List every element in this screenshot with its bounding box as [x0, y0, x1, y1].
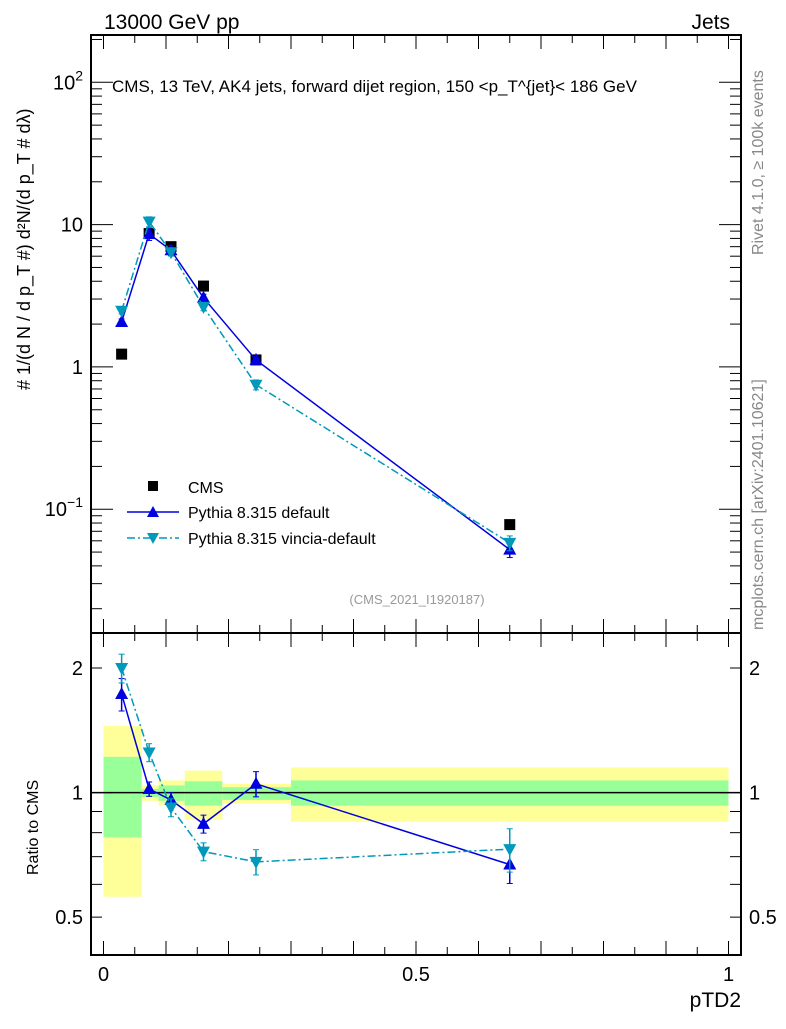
legend-cms-marker — [148, 481, 158, 491]
band-inner-3 — [184, 781, 223, 806]
data-point-vincia — [164, 802, 178, 815]
data-point-default — [249, 352, 263, 365]
x-tick-label: 0.5 — [402, 964, 430, 986]
legend-vincia-marker — [147, 533, 159, 544]
data-point-vincia — [164, 247, 178, 260]
y-tick-label-right: 2 — [749, 658, 760, 680]
y-tick-label-right: 1 — [749, 783, 760, 805]
data-point-vincia — [197, 301, 210, 314]
ratio-panel: 0 0.5 1 0.5 0.5 1 1 2 2 — [55, 632, 777, 986]
y-tick-label-right: 0.5 — [749, 907, 777, 929]
data-point-default — [197, 816, 210, 829]
series-line-vincia — [120, 667, 510, 863]
header-left: 13000 GeV pp — [104, 11, 239, 34]
data-point-vincia — [115, 305, 129, 318]
x-axis-label: pTD2 — [690, 989, 741, 1012]
legend-cms-label: CMS — [188, 480, 224, 497]
legend-vincia-label: Pythia 8.315 vincia-default — [188, 531, 376, 548]
data-point-default — [115, 687, 129, 700]
main-panel: 10−1 1 10 102 — [45, 34, 742, 634]
data-point-vincia — [249, 856, 263, 869]
series-line-default — [120, 232, 511, 551]
y-tick-label: 1 — [72, 357, 83, 379]
y-tick-label: 0.5 — [55, 907, 83, 929]
side-text-top: Rivet 4.1.0, ≥ 100k events — [750, 70, 767, 255]
data-point-default — [197, 290, 210, 303]
band-inner-0 — [103, 756, 142, 838]
y-tick-label: 102 — [53, 67, 83, 94]
data-point-vincia — [115, 662, 129, 675]
data-point-vincia — [142, 216, 156, 229]
side-text-bottom: mcplots.cern.ch [arXiv:2401.10621] — [750, 379, 767, 630]
main-title: CMS, 13 TeV, AK4 jets, forward dijet reg… — [112, 77, 638, 96]
annotation: (CMS_2021_I1920187) — [349, 592, 484, 607]
data-point-default — [142, 782, 156, 795]
series-line-default — [120, 693, 510, 866]
ratio-y-axis-label: Ratio to CMS — [25, 780, 42, 875]
data-point-cms — [116, 348, 128, 360]
header-right: Jets — [691, 11, 730, 34]
data-point-default — [115, 314, 129, 327]
x-tick-label: 1 — [723, 964, 734, 986]
legend: CMS Pythia 8.315 default Pythia 8.315 vi… — [127, 480, 376, 548]
y-tick-label: 10 — [61, 215, 83, 237]
y-tick-label: 10−1 — [45, 494, 83, 521]
data-point-vincia — [142, 747, 156, 760]
data-point-vincia — [503, 537, 517, 550]
data-point-cms — [198, 280, 209, 292]
legend-default-marker — [147, 506, 159, 517]
x-tick-label: 0 — [98, 964, 109, 986]
y-tick-label: 2 — [72, 658, 83, 680]
data-point-default — [249, 776, 263, 789]
y-tick-label: 1 — [72, 783, 83, 805]
data-point-vincia — [197, 846, 210, 859]
data-point-default — [142, 226, 156, 239]
data-point-vincia — [503, 844, 517, 857]
main-y-axis-label: # 1/(d N / d p_T #) d²N/(d p_T # dλ) — [14, 109, 35, 390]
legend-default-label: Pythia 8.315 default — [188, 505, 330, 522]
data-point-cms — [504, 519, 516, 531]
series-line-vincia — [120, 219, 511, 544]
data-point-vincia — [249, 379, 263, 392]
